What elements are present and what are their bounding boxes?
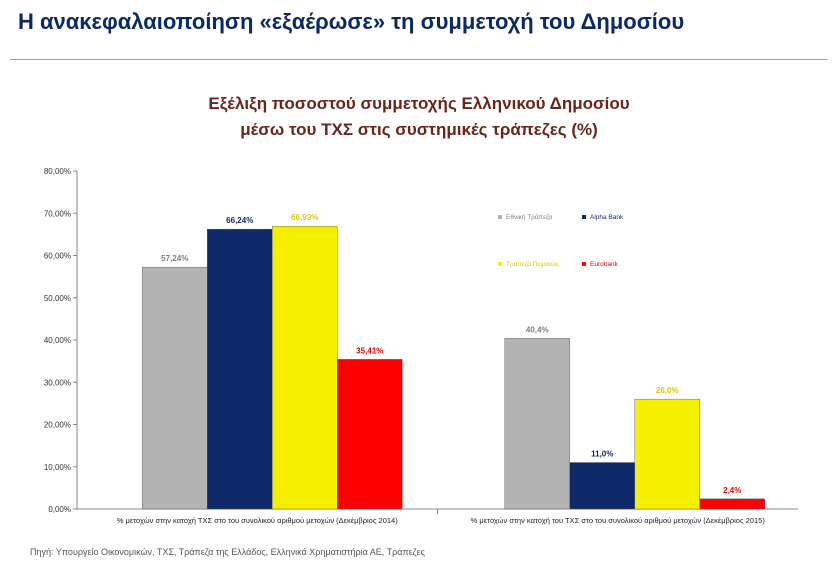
data-label: 2,4% [723,486,741,495]
bar-4-group-2 [699,498,765,510]
legend-label: Εθνική Τράπεζα [506,213,552,221]
chart-title-line2: μέσω του ΤΧΣ στις συστημικές τράπεζες (%… [240,120,598,139]
y-tick-label: 20,00% [44,421,71,430]
x-category-label: % μετοχών στην κατοχή ΤΧΣ στο του συνολι… [117,516,398,525]
chart-title-line1: Εξέλιξη ποσοστού συμμετοχής Ελληνικού Δη… [208,94,630,113]
legend-label: Τράπεζα Πειραιώς [506,260,559,268]
data-label: 66,93% [291,213,318,222]
data-label: 66,24% [226,216,253,225]
data-label: 40,4% [526,325,549,334]
y-tick-label: 40,00% [44,336,71,345]
y-tick-label: 50,00% [44,294,71,303]
legend-swatch [498,215,502,219]
source-note: Πηγή: Υπουργείο Οικονομικών, ΤΧΣ, Τράπεζ… [30,547,425,557]
x-category-label: % μετοχών στην κατοχή του ΤΧΣ στο του συ… [471,516,766,525]
y-tick-label: 60,00% [44,252,71,261]
bar-2-group-2 [569,462,635,510]
page-title: Η ανακεφαλαιοποίηση «εξαέρωσε» τη συμμετ… [18,9,685,34]
legend-swatch [582,262,586,266]
title-divider [10,59,828,60]
y-tick-label: 30,00% [44,378,71,387]
legend-label: Eurobank [590,261,619,268]
bar-3-group-1 [272,226,338,510]
bar-1-group-1 [142,266,208,510]
y-tick-label: 0,00% [48,505,71,514]
data-label: 57,24% [161,254,188,263]
y-tick-label: 70,00% [44,209,71,218]
y-tick-label: 10,00% [44,463,71,472]
bar-3-group-2 [634,398,700,510]
legend-swatch [498,262,502,266]
bar-2-group-1 [207,228,273,510]
y-tick-label: 80,00% [44,167,71,176]
bar-1-group-2 [504,338,570,510]
legend-label: Alpha Bank [590,214,624,221]
bar-4-group-1 [337,359,403,510]
data-label: 35,41% [356,346,383,355]
legend-swatch [582,215,586,219]
data-label: 26,0% [656,386,679,395]
data-label: 11,0% [591,450,613,459]
